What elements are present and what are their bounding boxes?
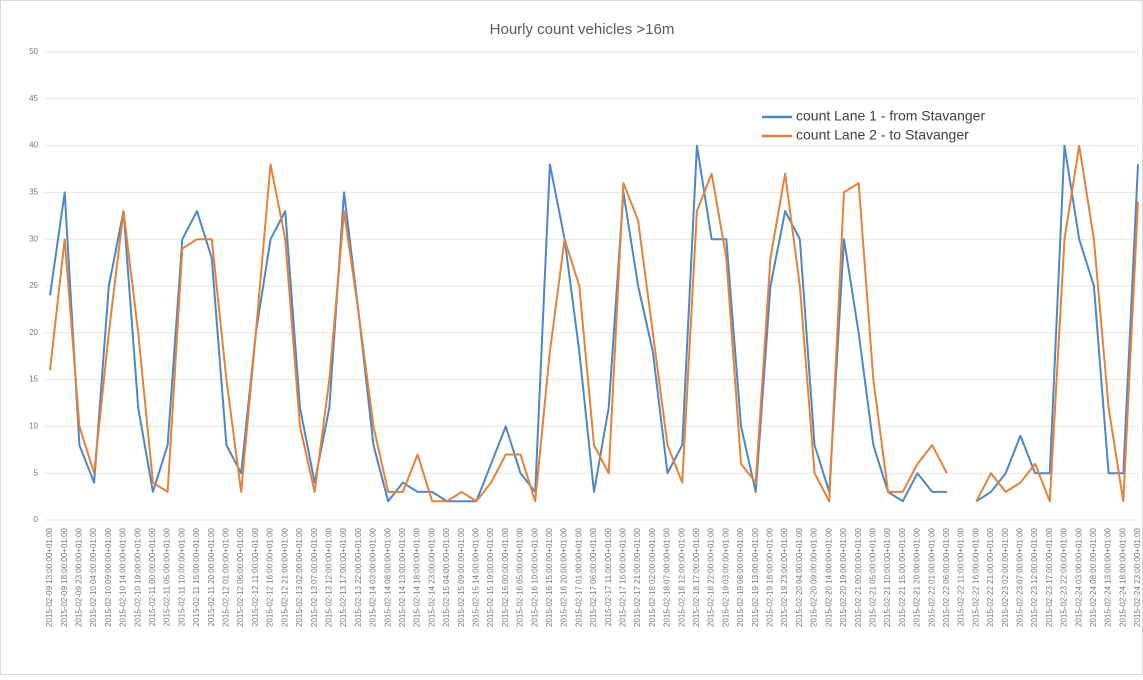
x-tick-label: 2015-02-15 04:00:00+01:00 [442, 527, 451, 627]
x-tick-label: 2015-02-19 18:00:00+01:00 [766, 527, 775, 627]
y-tick-label: 35 [29, 188, 38, 197]
x-tick-label: 2015-02-22 11:00:00+01:00 [957, 527, 966, 626]
x-tick-label: 2015-02-23 17:00:00+01:00 [1045, 527, 1054, 627]
x-tick-label: 2015-02-12 06:00:00+01:00 [236, 527, 245, 627]
x-tick-label: 2015-02-09 23:00:00+01:00 [75, 527, 84, 627]
x-tick-label: 2015-02-09 13:00:00+01:00 [45, 527, 54, 627]
x-tick-label: 2015-02-10 09:00:00+01:00 [104, 527, 113, 627]
x-tick-label: 2015-02-24 13:00:00+01:00 [1104, 527, 1113, 627]
x-tick-label: 2015-02-14 13:00:00+01:00 [398, 527, 407, 627]
data-line [49, 163, 948, 503]
x-tick-label: 2015-02-14 03:00:00+01:00 [369, 527, 378, 627]
x-tick-label: 2015-02-12 01:00:00+01:00 [222, 527, 231, 627]
y-tick-label: 15 [29, 375, 38, 384]
x-tick-label: 2015-02-13 17:00:00+01:00 [339, 527, 348, 627]
x-tick-label: 2015-02-24 03:00:00+01:00 [1074, 527, 1083, 627]
x-tick-label: 2015-02-12 11:00:00+01:00 [251, 527, 260, 626]
y-tick-label: 25 [29, 281, 38, 290]
legend-label: count Lane 1 - from Stavanger [796, 108, 985, 124]
data-line [975, 144, 1139, 503]
x-tick-label: 2015-02-12 21:00:00+01:00 [280, 527, 289, 627]
x-tick-label: 2015-02-19 08:00:00+01:00 [736, 527, 745, 627]
x-tick-label: 2015-02-21 15:00:00+01:00 [898, 527, 907, 627]
x-tick-label: 2015-02-11 05:00:00+01:00 [163, 527, 172, 626]
x-tick-label: 2015-02-15 09:00:00+01:00 [457, 527, 466, 627]
x-tick-label: 2015-02-13 02:00:00+01:00 [295, 527, 304, 627]
x-tick-label: 2015-02-23 22:00:00+01:00 [1060, 527, 1069, 627]
x-tick-label: 2015-02-19 13:00:00+01:00 [751, 527, 760, 627]
x-tick-label: 2015-02-18 07:00:00+01:00 [663, 527, 672, 627]
x-tick-label: 2015-02-21 20:00:00+01:00 [913, 527, 922, 627]
x-tick-label: 2015-02-22 01:00:00+01:00 [927, 527, 936, 627]
x-tick-label: 2015-02-17 01:00:00+01:00 [574, 527, 583, 627]
x-tick-label: 2015-02-16 10:00:00+01:00 [530, 527, 539, 627]
x-tick-label: 2015-02-19 03:00:00+01:00 [721, 527, 730, 627]
x-tick-label: 2015-02-17 21:00:00+01:00 [633, 527, 642, 627]
data-line [975, 144, 1139, 503]
x-tick-label: 2015-02-11 10:00:00+01:00 [177, 527, 186, 626]
x-tick-label: 2015-02-20 19:00:00+01:00 [839, 527, 848, 627]
x-tick-label: 2015-02-22 06:00:00+01:00 [942, 527, 951, 627]
x-tick-label: 2015-02-18 22:00:00+01:00 [707, 527, 716, 627]
x-tick-label: 2015-02-11 00:00:00+01:00 [148, 527, 157, 626]
x-tick-label: 2015-02-18 02:00:00+01:00 [648, 527, 657, 627]
x-tick-label: 2015-02-10 04:00:00+01:00 [89, 527, 98, 627]
x-tick-label: 2015-02-24 18:00:00+01:00 [1118, 527, 1127, 627]
x-tick-label: 2015-02-14 23:00:00+01:00 [427, 527, 436, 627]
x-tick-label: 2015-02-11 15:00:00+01:00 [192, 527, 201, 626]
x-tick-label: 2015-02-21 10:00:00+01:00 [883, 527, 892, 627]
x-tick-label: 2015-02-21 05:00:00+01:00 [868, 527, 877, 627]
x-tick-label: 2015-02-24 23:00:00+01:00 [1133, 527, 1142, 627]
x-tick-label: 2015-02-18 17:00:00+01:00 [692, 527, 701, 627]
x-tick-label: 2015-02-16 15:00:00+01:00 [545, 527, 554, 627]
y-tick-label: 5 [34, 468, 39, 477]
x-tick-label: 2015-02-16 00:00:00+01:00 [501, 527, 510, 627]
x-tick-label: 2015-02-13 07:00:00+01:00 [310, 527, 319, 627]
x-tick-label: 2015-02-13 22:00:00+01:00 [354, 527, 363, 627]
y-tick-label: 0 [34, 515, 39, 524]
x-tick-label: 2015-02-23 07:00:00+01:00 [1015, 527, 1024, 627]
y-tick-label: 50 [29, 47, 38, 56]
x-tick-label: 2015-02-24 08:00:00+01:00 [1089, 527, 1098, 627]
x-tick-label: 2015-02-09 18:00:00+01:00 [60, 527, 69, 627]
x-tick-label: 2015-02-23 12:00:00+01:00 [1030, 527, 1039, 627]
chart-title: Hourly count vehicles >16m [490, 21, 675, 38]
y-tick-label: 40 [29, 141, 38, 150]
x-tick-label: 2015-02-23 02:00:00+01:00 [1001, 527, 1010, 627]
y-tick-label: 45 [29, 94, 38, 103]
legend-label: count Lane 2 - to Stavanger [796, 127, 969, 143]
y-tick-label: 20 [29, 328, 38, 337]
x-tick-label: 2015-02-10 14:00:00+01:00 [119, 527, 128, 627]
x-tick-label: 2015-02-15 14:00:00+01:00 [471, 527, 480, 627]
x-tick-label: 2015-02-10 19:00:00+01:00 [133, 527, 142, 627]
x-tick-label: 2015-02-20 04:00:00+01:00 [795, 527, 804, 627]
x-tick-label: 2015-02-20 09:00:00+01:00 [810, 527, 819, 627]
x-tick-label: 2015-02-16 05:00:00+01:00 [516, 527, 525, 627]
x-tick-label: 2015-02-12 16:00:00+01:00 [266, 527, 275, 627]
x-tick-label: 2015-02-17 16:00:00+01:00 [619, 527, 628, 627]
x-tick-label: 2015-02-17 11:00:00+01:00 [604, 527, 613, 626]
data-line [49, 144, 947, 503]
x-tick-label: 2015-02-22 16:00:00+01:00 [971, 527, 980, 627]
y-tick-label: 30 [29, 234, 38, 243]
x-tick-label: 2015-02-15 19:00:00+01:00 [486, 527, 495, 627]
x-tick-label: 2015-02-22 21:00:00+01:00 [986, 527, 995, 627]
y-tick-label: 10 [29, 422, 38, 431]
x-tick-label: 2015-02-13 12:00:00+01:00 [324, 527, 333, 627]
x-tick-label: 2015-02-19 23:00:00+01:00 [780, 527, 789, 627]
x-tick-label: 2015-02-11 20:00:00+01:00 [207, 527, 216, 626]
x-tick-label: 2015-02-18 12:00:00+01:00 [677, 527, 686, 627]
x-tick-label: 2015-02-20 14:00:00+01:00 [824, 527, 833, 627]
x-tick-label: 2015-02-17 06:00:00+01:00 [589, 527, 598, 627]
x-tick-label: 2015-02-16 20:00:00+01:00 [560, 527, 569, 627]
x-tick-label: 2015-02-14 18:00:00+01:00 [413, 527, 422, 627]
x-tick-label: 2015-02-14 08:00:00+01:00 [383, 527, 392, 627]
x-tick-label: 2015-02-21 00:00:00+01:00 [854, 527, 863, 627]
